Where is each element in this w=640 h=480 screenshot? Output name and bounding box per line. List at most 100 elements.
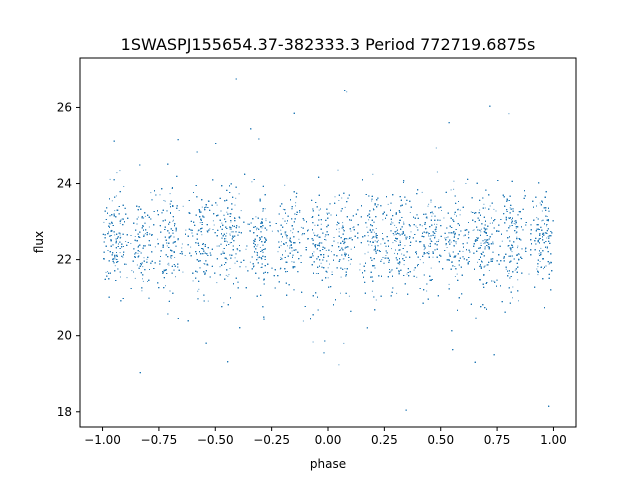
data-point [168, 262, 170, 264]
data-point [107, 271, 108, 273]
data-point [446, 247, 448, 248]
data-point [329, 263, 330, 265]
data-point [262, 210, 264, 212]
data-point [157, 238, 159, 240]
data-point [375, 299, 377, 301]
data-point [373, 231, 375, 233]
data-point [287, 245, 288, 247]
data-point [489, 205, 491, 207]
data-point [344, 206, 346, 208]
data-point [221, 222, 223, 224]
data-point [165, 285, 166, 287]
data-point [346, 91, 348, 93]
data-point [234, 204, 236, 206]
data-point [480, 231, 482, 233]
data-point [505, 216, 507, 218]
data-point [219, 266, 221, 268]
data-point [441, 210, 442, 211]
data-point [265, 218, 267, 220]
data-point [256, 245, 258, 247]
data-point [477, 261, 478, 263]
data-point [518, 300, 519, 302]
data-point [419, 259, 421, 261]
data-point [539, 202, 541, 204]
data-point [114, 210, 116, 212]
data-point [473, 229, 475, 231]
data-point [141, 290, 143, 292]
data-point [396, 292, 398, 294]
data-point [359, 263, 361, 265]
data-point [280, 229, 282, 231]
data-point [459, 209, 461, 211]
data-point [192, 280, 194, 282]
data-point [313, 232, 315, 234]
data-point [410, 236, 411, 238]
data-point [234, 262, 236, 264]
data-point [428, 203, 430, 205]
data-point [340, 276, 342, 278]
data-point [413, 269, 415, 271]
data-point [398, 264, 400, 266]
data-point [456, 273, 458, 275]
data-point [216, 282, 218, 284]
data-point [349, 263, 351, 265]
data-point [223, 302, 225, 304]
chart-title: 1SWASPJ155654.37-382333.3 Period 772719.… [121, 35, 536, 54]
data-point [392, 222, 394, 224]
data-point [528, 273, 530, 275]
data-point [546, 216, 548, 217]
data-point [406, 273, 408, 275]
data-point [513, 223, 515, 224]
data-point [371, 200, 373, 202]
data-point [142, 266, 144, 268]
data-point [290, 230, 292, 232]
data-point [178, 210, 180, 211]
data-point [338, 364, 340, 366]
data-point [344, 252, 346, 254]
data-point [181, 247, 183, 249]
data-point [230, 221, 232, 223]
data-point [403, 264, 405, 266]
data-point [167, 263, 169, 265]
data-point [234, 217, 235, 219]
data-point [103, 221, 105, 223]
data-point [173, 219, 174, 221]
data-point [137, 252, 139, 254]
data-point [342, 228, 344, 230]
data-point [257, 244, 259, 246]
data-point [259, 247, 261, 248]
data-point [493, 208, 495, 210]
data-point [395, 230, 397, 232]
data-point [201, 234, 203, 236]
data-point [368, 219, 370, 221]
data-point [123, 186, 125, 187]
data-point [480, 242, 482, 244]
data-point [238, 193, 240, 195]
data-point [142, 278, 143, 280]
data-point [166, 245, 168, 247]
data-point [536, 217, 538, 219]
data-point [182, 271, 184, 273]
data-point [536, 268, 538, 270]
data-point [374, 240, 376, 242]
data-point [237, 249, 239, 251]
data-point [369, 228, 371, 230]
data-point [284, 233, 286, 235]
data-point [387, 203, 389, 205]
data-point [524, 249, 526, 251]
data-point [163, 269, 165, 271]
data-point [484, 207, 486, 209]
data-point [262, 209, 264, 211]
data-point [371, 238, 373, 239]
data-point [455, 255, 457, 257]
data-point [428, 235, 430, 237]
data-point [515, 232, 517, 234]
data-point [286, 236, 287, 238]
data-point [120, 276, 121, 278]
data-point [428, 234, 429, 236]
data-point [265, 220, 267, 222]
data-point [489, 222, 491, 224]
data-point [125, 241, 127, 242]
data-point [338, 228, 340, 230]
